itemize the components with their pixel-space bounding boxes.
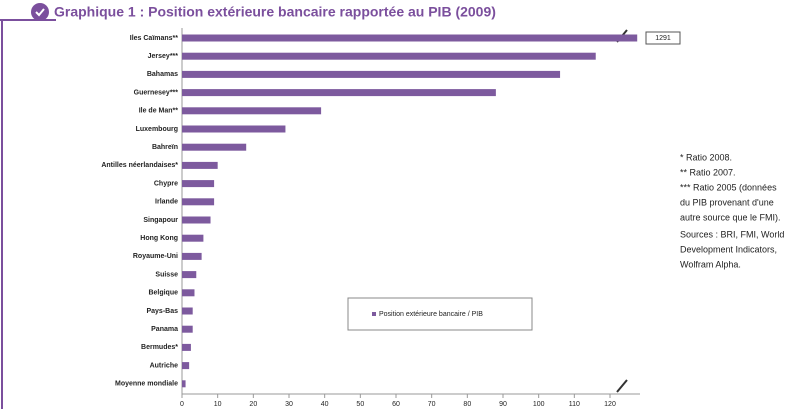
y-tick-label: Bermudes* <box>141 344 178 351</box>
y-tick-label: Jersey*** <box>148 53 179 60</box>
x-tick-label: 80 <box>463 401 471 408</box>
note: * Ratio 2008. <box>680 152 732 162</box>
y-tick-label: Bahreïn <box>152 144 178 151</box>
note: *** Ratio 2005 (données <box>680 182 777 192</box>
bar <box>182 234 204 242</box>
legend-label: Position extérieure bancaire / PIB <box>379 311 483 318</box>
x-tick-label: 60 <box>392 401 400 408</box>
bar <box>182 271 197 279</box>
bar <box>182 161 218 169</box>
y-tick-label: Iles Caïmans** <box>130 35 179 42</box>
y-tick-label: Antilles néerlandaises* <box>101 162 178 169</box>
legend-box <box>347 297 533 331</box>
bar <box>182 380 186 388</box>
y-tick-label: Moyenne mondiale <box>115 381 178 388</box>
note: Wolfram Alpha. <box>680 259 741 269</box>
x-tick-label: 0 <box>180 401 184 408</box>
y-tick-label: Irlande <box>155 199 178 206</box>
x-tick-label: 30 <box>285 401 293 408</box>
bar <box>182 70 561 78</box>
bar <box>182 307 193 315</box>
y-tick-label: Autriche <box>150 362 179 369</box>
y-tick-label: Luxembourg <box>136 126 178 133</box>
bar <box>182 343 191 351</box>
bar <box>182 125 286 133</box>
y-tick-label: Guernesey*** <box>134 89 179 96</box>
note: ** Ratio 2007. <box>680 167 736 177</box>
bar <box>182 198 215 206</box>
bar <box>182 325 193 333</box>
bar <box>182 180 215 188</box>
bar <box>182 216 211 224</box>
y-tick-label: Ile de Man** <box>139 108 179 115</box>
axis-break <box>616 29 628 393</box>
note: Sources : BRI, FMI, World <box>680 229 784 239</box>
x-tick-label: 70 <box>428 401 436 408</box>
chart-title: Graphique 1 : Position extérieure bancai… <box>54 4 496 20</box>
note: Development Indicators, <box>680 244 777 254</box>
y-tick-label: Chypre <box>154 180 178 187</box>
bar <box>182 252 202 260</box>
x-tick-label: 10 <box>214 401 222 408</box>
bar <box>182 362 190 370</box>
note: du PIB provenant d'une <box>680 197 774 207</box>
value-label-box <box>645 31 681 45</box>
y-tick-label: Belgique <box>148 290 178 297</box>
y-tick-label: Panama <box>151 326 178 333</box>
bar <box>182 107 322 115</box>
x-tick-label: 120 <box>604 401 616 408</box>
y-tick-label: Suisse <box>155 271 178 278</box>
x-tick-label: 50 <box>356 401 364 408</box>
note: autre source que le FMI). <box>680 212 781 222</box>
bar <box>182 89 496 97</box>
title-icon <box>31 3 49 21</box>
bar <box>182 289 195 297</box>
x-tick-label: 90 <box>499 401 507 408</box>
x-tick-label: 20 <box>249 401 257 408</box>
title-icon-check <box>35 8 45 17</box>
y-tick-label: Singapour <box>143 217 178 224</box>
y-tick-label: Hong Kong <box>140 235 178 242</box>
x-tick-label: 100 <box>533 401 545 408</box>
x-tick-label: 110 <box>569 401 580 408</box>
x-tick-label: 40 <box>321 401 329 408</box>
value-label: 1291 <box>655 35 671 42</box>
y-tick-label: Royaume-Uni <box>133 253 178 260</box>
legend-swatch <box>372 312 376 316</box>
bar <box>182 34 638 42</box>
bar <box>182 52 596 60</box>
bar <box>182 143 247 151</box>
y-tick-label: Bahamas <box>147 71 178 78</box>
y-tick-label: Pays-Bas <box>146 308 178 315</box>
